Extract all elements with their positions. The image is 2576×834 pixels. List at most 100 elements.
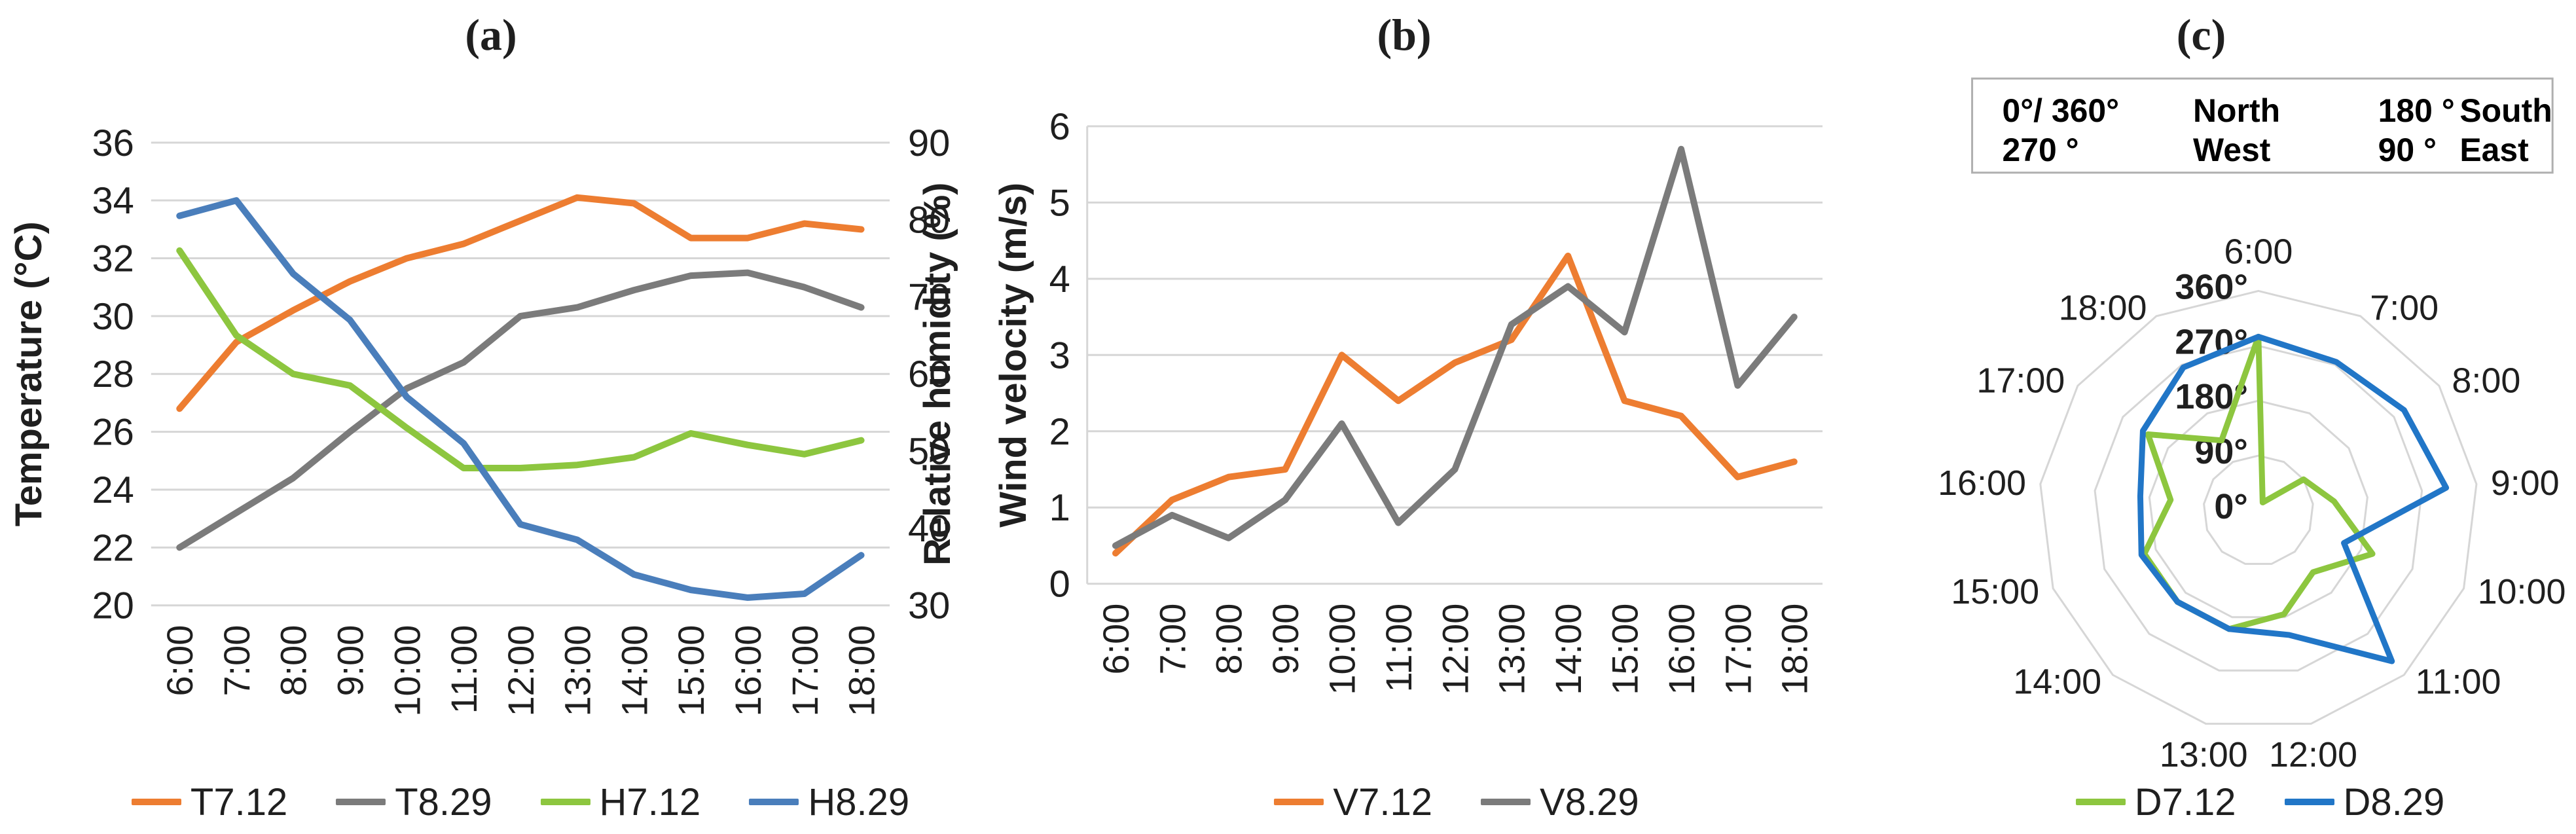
radar-ring-label: 0° (2214, 487, 2248, 526)
direction-key-entry: 180 ° (2378, 92, 2455, 129)
x-tick-label: 12:00 (500, 625, 541, 717)
wind-velocity-chart: Wind velocity (m/s) 6 5 4 3 2 1 0 6:00 7:00 8:00 9… (992, 106, 1823, 695)
radar-ring (2148, 399, 2368, 619)
y-tick-label: 30 (908, 585, 950, 627)
y-tick-label: 1 (1049, 487, 1070, 529)
legend-swatch (2075, 799, 2126, 806)
series-T7.12 (176, 194, 865, 412)
y-tick-label: 40 (908, 508, 950, 550)
radar-category-label: 18:00 (2059, 288, 2147, 327)
direction-key-entry: 0°/ 360° (2002, 92, 2119, 129)
y-tick-label: 36 (92, 122, 134, 164)
y-tick-label: 5 (1049, 182, 1070, 224)
y-tick-label: 90 (908, 122, 950, 164)
y-axis-title-left: Temperature (°C) (8, 221, 50, 526)
radar-category-label: 9:00 (2491, 463, 2560, 503)
direction-key-entry: West (2193, 132, 2271, 168)
panel-c-title: (c) (2176, 10, 2226, 60)
y-right-tick-labels: 90 80 70 60 50 40 30 (908, 122, 950, 627)
series-H8.29 (176, 197, 865, 601)
legend-swatch (131, 799, 181, 806)
y-tick-label: 4 (1049, 259, 1070, 300)
y-tick-label: 34 (92, 180, 134, 222)
x-tick-labels: 6:00 7:00 8:00 9:00 10:00 11:00 12:00 13:00 14:0… (159, 625, 882, 717)
x-tick-label: 11:00 (443, 625, 484, 714)
legend-b: V7.12 V8.29 (1087, 770, 1826, 834)
y-tick-label: 3 (1049, 335, 1070, 376)
radar-category-label: 12:00 (2269, 735, 2357, 770)
wind-direction-radar-chart: 0°/ 360° North 180 ° South 270 ° West 90… (1938, 77, 2566, 770)
y-tick-label: 24 (92, 469, 134, 511)
x-tick-label: 17:00 (784, 625, 825, 717)
y-tick-label: 70 (908, 276, 950, 318)
x-tick-label: 16:00 (1661, 604, 1702, 695)
legend-swatch (749, 799, 799, 806)
y-tick-label: 60 (908, 354, 950, 395)
panel-c: (c) 0°/ 360° North 180 ° South 270 ° Wes… (1826, 0, 2576, 834)
panel-a-title: (a) (465, 10, 517, 60)
x-tick-label: 10:00 (386, 625, 427, 717)
legend-label: T8.29 (395, 780, 492, 824)
series-H7.12 (176, 247, 865, 471)
radar-category-labels: 6:00 7:00 8:00 9:00 10:00 11:00 12:00 13:00 14:0… (1938, 232, 2566, 770)
x-tick-label: 15:00 (670, 625, 712, 717)
legend-item: D8.29 (2284, 780, 2444, 824)
x-tick-label: 15:00 (1605, 604, 1646, 695)
gridlines (151, 141, 890, 607)
direction-key-entry: East (2459, 132, 2529, 168)
radar-category-label: 13:00 (2160, 735, 2248, 770)
legend-item: D7.12 (2075, 780, 2236, 824)
radar-category-label: 6:00 (2224, 232, 2293, 271)
y-left-tick-labels: 6 5 4 3 2 1 0 (1049, 106, 1070, 606)
y-tick-label: 20 (92, 585, 134, 627)
y-tick-label: 26 (92, 411, 134, 453)
x-tick-label: 13:00 (1491, 604, 1533, 695)
panel-b: (b) Wind velocity (m/s) 6 5 4 3 2 1 0 6:00 7:00 8… (982, 0, 1826, 834)
direction-key-box (1971, 77, 2554, 174)
legend-swatch (336, 799, 386, 806)
y-tick-label: 2 (1049, 411, 1070, 453)
x-tick-label: 6:00 (1095, 604, 1136, 675)
radar-ring (2039, 289, 2478, 725)
radar-category-label: 15:00 (1951, 572, 2039, 611)
y-left-tick-labels: 36 34 32 30 28 26 24 22 20 (92, 122, 134, 627)
radar-category-label: 8:00 (2452, 361, 2520, 400)
legend-label: H7.12 (599, 780, 701, 824)
x-tick-label: 6:00 (159, 625, 200, 697)
y-tick-label: 80 (908, 199, 950, 241)
radar-category-label: 16:00 (1938, 463, 2026, 503)
radar-category-label: 7:00 (2370, 288, 2439, 327)
legend-c: D7.12 D8.29 (1944, 770, 2576, 834)
legend-label: D7.12 (2134, 780, 2236, 824)
legend-swatch (1274, 799, 1324, 806)
legend-label: V8.29 (1540, 780, 1639, 824)
legend-item: H8.29 (749, 780, 909, 824)
series-D8.29 (2137, 333, 2450, 664)
direction-key-entry: North (2193, 92, 2280, 129)
legend-label: V7.12 (1333, 780, 1432, 824)
x-tick-label: 13:00 (557, 625, 598, 717)
x-tick-label: 18:00 (1774, 604, 1815, 695)
radar-ring (2094, 344, 2423, 672)
y-tick-label: 32 (92, 238, 134, 280)
radar-category-label: 10:00 (2478, 572, 2566, 611)
direction-key-entry: 90 ° (2378, 132, 2437, 168)
temperature-humidity-chart: Temperature (°C) Relative humidity (%) 3… (8, 122, 958, 717)
radar-category-label: 14:00 (2013, 662, 2101, 701)
y-axis-title-right: Relative humidity (%) (916, 182, 958, 565)
x-tick-label: 14:00 (1548, 604, 1589, 695)
series-V8.29 (1112, 145, 1798, 549)
panel-b-title: (b) (1377, 10, 1432, 60)
y-tick-label: 6 (1049, 106, 1070, 148)
gridlines (1086, 125, 1823, 585)
legend-swatch (1481, 799, 1531, 806)
y-tick-label: 0 (1049, 564, 1070, 606)
x-tick-label: 8:00 (1208, 604, 1250, 675)
x-tick-label: 14:00 (613, 625, 655, 717)
legend-item: V7.12 (1274, 780, 1432, 824)
x-tick-label: 7:00 (216, 625, 257, 697)
x-tick-label: 11:00 (1378, 604, 1419, 693)
legend-label: H8.29 (808, 780, 910, 824)
y-axis-title: Wind velocity (m/s) (992, 183, 1034, 528)
direction-key-entry: South (2459, 92, 2552, 129)
